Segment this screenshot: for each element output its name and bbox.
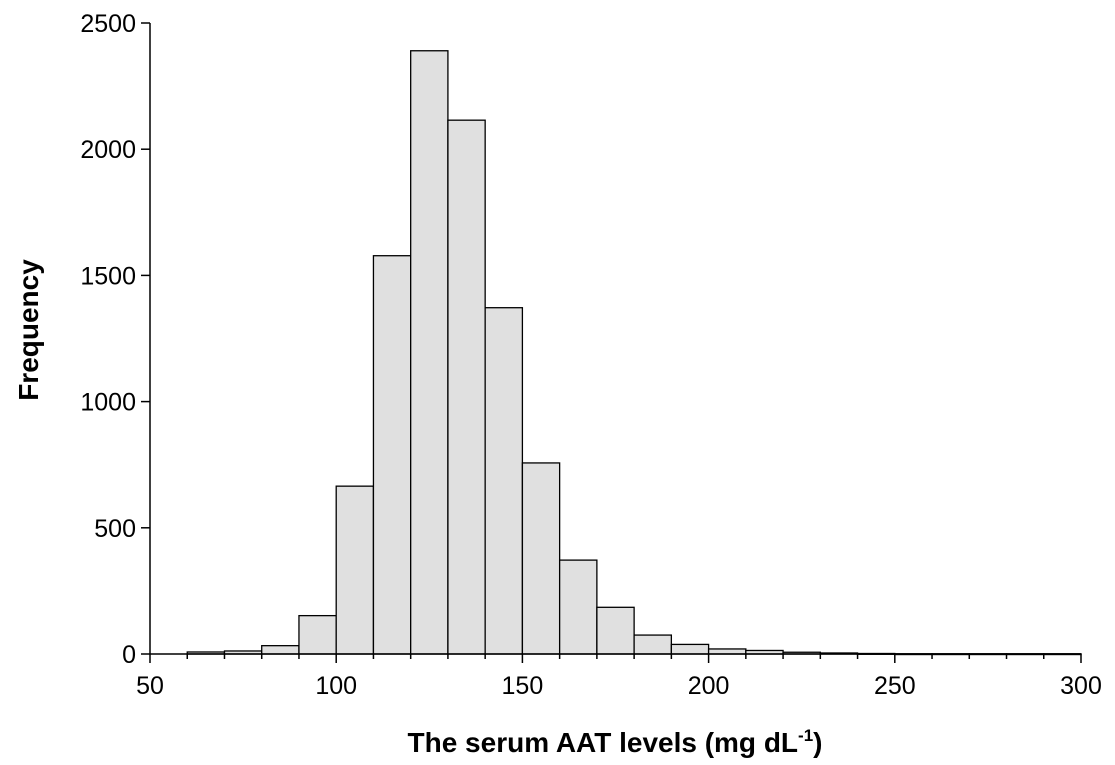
y-tick-label-2500: 2500 <box>80 10 136 38</box>
bar-170-180 <box>596 606 635 655</box>
bar-130-140 <box>447 119 486 655</box>
x-tick-label-250: 250 <box>874 672 916 700</box>
x-tick-label-100: 100 <box>315 672 357 700</box>
bar-160-170 <box>558 559 598 655</box>
bar-100-110 <box>335 485 375 655</box>
y-tick-label-500: 500 <box>94 515 136 543</box>
histogram-bars <box>186 50 1082 656</box>
bar-200-210 <box>707 648 747 655</box>
y-tick-label-2000: 2000 <box>80 136 136 164</box>
y-tick-label-1500: 1500 <box>80 262 136 290</box>
bar-150-160 <box>521 462 561 655</box>
x-axis-title: The serum AAT levels (mg dL-1) <box>408 726 823 758</box>
bar-120-130 <box>410 50 449 655</box>
bar-80-90 <box>261 645 300 655</box>
bar-90-100 <box>298 614 337 655</box>
x-tick-label-300: 300 <box>1060 672 1102 700</box>
bar-190-200 <box>670 643 710 655</box>
bar-180-190 <box>633 634 673 655</box>
bar-140-150 <box>484 307 524 655</box>
y-axis-ticks: 0 500 1000 1500 2000 2500 <box>80 10 150 669</box>
bar-110-120 <box>372 255 412 655</box>
y-axis-title: Frequency <box>13 259 44 401</box>
y-tick-label-0: 0 <box>122 641 136 669</box>
x-tick-label-200: 200 <box>688 672 730 700</box>
x-tick-label-50: 50 <box>136 672 164 700</box>
x-tick-label-150: 150 <box>502 672 544 700</box>
y-tick-label-1000: 1000 <box>80 389 136 417</box>
x-axis-ticks: 50 100 150 200 250 300 <box>136 654 1102 700</box>
axes <box>149 23 1081 655</box>
